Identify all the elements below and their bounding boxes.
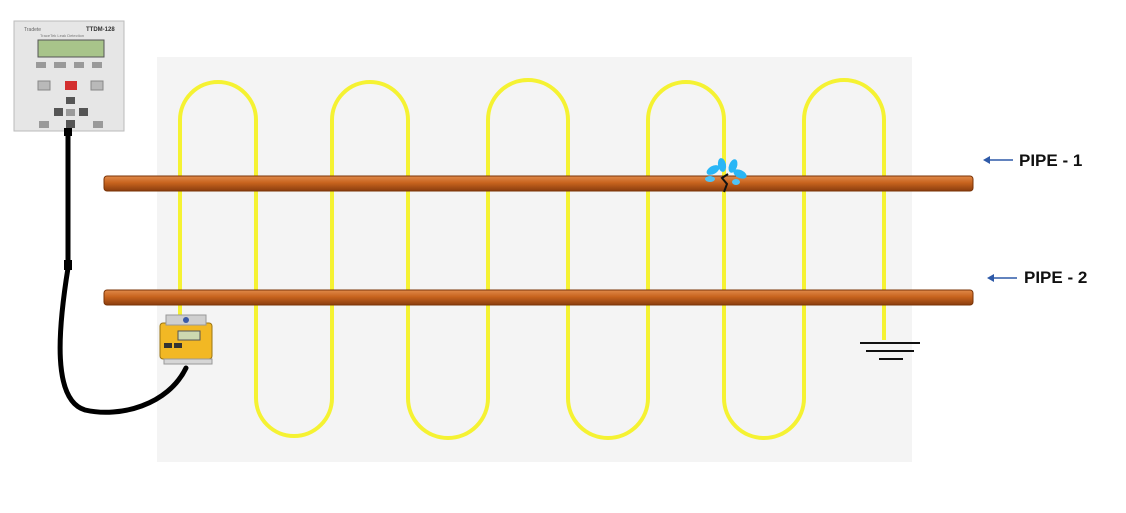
leader-cable [57, 129, 189, 415]
controller-subtitle: TraceTek Leak Detection [40, 33, 84, 38]
controller-display [37, 39, 105, 58]
pipe-2 [103, 289, 974, 306]
controller-brand: Tradete [24, 27, 41, 33]
controller-ttdm: Tradete TTDM-128 TraceTek Leak Detection [13, 20, 125, 136]
pipe-1 [103, 175, 974, 192]
pipe-2-label: PIPE - 2 [1024, 268, 1088, 287]
controller-button-left [37, 80, 51, 91]
controller-model: TTDM-128 [86, 27, 115, 33]
pipe-1-label: PIPE - 1 [1019, 151, 1083, 170]
interface-module [159, 314, 213, 365]
cable-joint [64, 260, 72, 270]
controller-button-right [90, 80, 104, 91]
left-arrow-icon [983, 156, 1013, 164]
sensing-cable [178, 78, 886, 440]
ground-symbol-icon [860, 342, 920, 360]
water-splash-icon [705, 158, 747, 193]
left-arrow-icon [987, 274, 1017, 282]
background-panel [157, 57, 912, 462]
controller-button-red [65, 81, 77, 90]
